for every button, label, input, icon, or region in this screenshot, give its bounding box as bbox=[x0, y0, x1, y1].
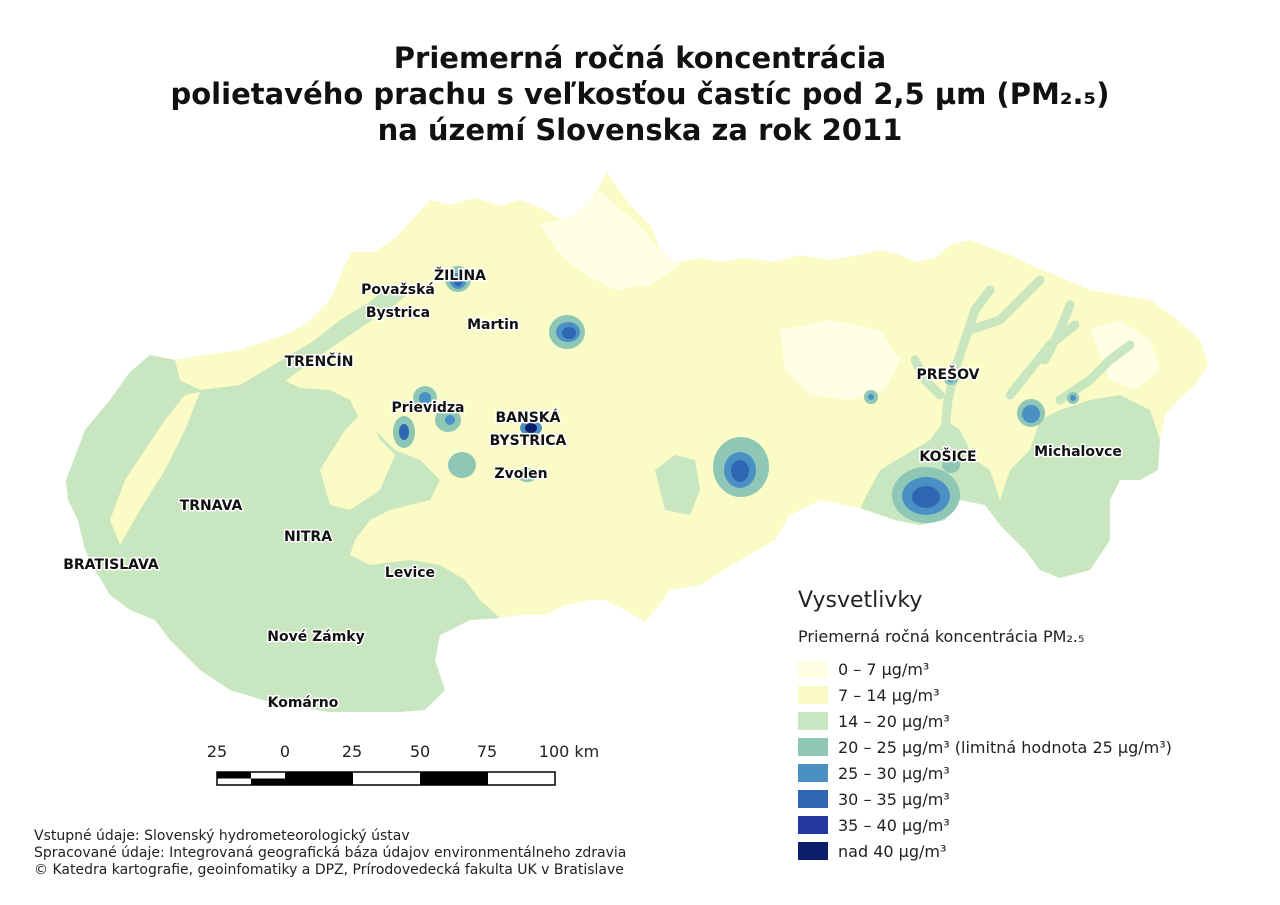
hotspot-kosice bbox=[892, 457, 960, 523]
city-label-presov: PREŠOV bbox=[916, 365, 979, 383]
credit-line: Spracované údaje: Integrovaná geografick… bbox=[34, 845, 627, 861]
legend-label: 0 – 7 µg/m³ bbox=[838, 659, 930, 679]
legend-label: 25 – 30 µg/m³ bbox=[838, 763, 950, 783]
city-label-trencin: TRENČÍN bbox=[285, 352, 354, 370]
legend-label: 7 – 14 µg/m³ bbox=[838, 685, 940, 705]
title-line-1: Priemerná ročná koncentrácia bbox=[393, 41, 887, 75]
legend-title: Vysvetlivky bbox=[798, 588, 923, 613]
city-label-nove-zamky: Nové Zámky bbox=[267, 629, 364, 645]
legend-item: 35 – 40 µg/m³ bbox=[798, 812, 1258, 838]
zone-14-20-vah-valley bbox=[240, 285, 410, 392]
city-label-zvolen: Zvolen bbox=[494, 466, 547, 482]
credit-line: © Katedra kartografie, geoinfomatiky a D… bbox=[34, 862, 624, 878]
scale-label: 0 bbox=[279, 742, 291, 761]
legend-item: 30 – 35 µg/m³ bbox=[798, 786, 1258, 812]
city-label-michalovce: Michalovce bbox=[1034, 444, 1122, 460]
city-label-povazska: Považská bbox=[361, 282, 435, 298]
city-label-povazska-bystrica: Bystrica bbox=[366, 305, 430, 321]
title-line-3: na území Slovenska za rok 2011 bbox=[377, 113, 903, 147]
legend-swatch bbox=[798, 842, 828, 860]
scale-label: 75 bbox=[476, 742, 498, 761]
hotspot-presov bbox=[864, 369, 959, 404]
legend-swatch bbox=[798, 686, 828, 704]
legend-subtitle: Priemerná ročná koncentrácia PM₂.₅ bbox=[798, 627, 1085, 646]
scale-label: 25 bbox=[341, 742, 363, 761]
scale-bar bbox=[216, 771, 556, 786]
legend-swatch bbox=[798, 816, 828, 834]
legend-label: 14 – 20 µg/m³ bbox=[838, 711, 950, 731]
city-label-nitra: NITRA bbox=[284, 529, 332, 545]
hills-lobe bbox=[110, 392, 200, 545]
map-title: Priemerná ročná koncentrácia polietavého… bbox=[0, 40, 1280, 148]
legend-item: 7 – 14 µg/m³ bbox=[798, 682, 1258, 708]
hotspot-michalovce bbox=[1017, 392, 1079, 427]
low-concentration-area bbox=[1090, 320, 1160, 390]
hills-lobe bbox=[320, 410, 395, 510]
legend-swatch bbox=[798, 712, 828, 730]
legend: Vysvetlivky Priemerná ročná koncentrácia… bbox=[798, 588, 1258, 864]
hotspot-prievidza bbox=[393, 386, 476, 478]
legend-item: 0 – 7 µg/m³ bbox=[798, 656, 1258, 682]
legend-swatch bbox=[798, 764, 828, 782]
source-credits: Vstupné údaje: Slovenský hydrometeorolog… bbox=[34, 828, 626, 879]
city-label-martin: Martin bbox=[467, 317, 519, 333]
scale-label: 50 bbox=[409, 742, 431, 761]
low-concentration-area bbox=[780, 320, 900, 400]
legend-item: 14 – 20 µg/m³ bbox=[798, 708, 1258, 734]
legend-swatch bbox=[798, 738, 828, 756]
river-valleys bbox=[910, 275, 1135, 435]
title-line-2: polietavého prachu s veľkosťou častíc po… bbox=[170, 77, 1110, 111]
legend-label: 30 – 35 µg/m³ bbox=[838, 789, 950, 809]
city-label-prievidza: Prievidza bbox=[391, 400, 464, 416]
scale-label: 100 km bbox=[538, 742, 600, 761]
hotspot-ruzomberok bbox=[549, 315, 585, 349]
legend-label: nad 40 µg/m³ bbox=[838, 841, 947, 861]
legend-label: 35 – 40 µg/m³ bbox=[838, 815, 950, 835]
zone-14-20-middle bbox=[655, 455, 700, 515]
legend-item: 20 – 25 µg/m³ (limitná hodnota 25 µg/m³) bbox=[798, 734, 1258, 760]
hotspot-banska-bystrica bbox=[520, 420, 542, 436]
hotspot-zilina bbox=[445, 266, 471, 292]
low-concentration-area bbox=[540, 190, 680, 290]
city-label-banska: BANSKÁ bbox=[496, 409, 561, 426]
zone-14-20-east bbox=[860, 395, 1160, 578]
city-label-bratislava: BRATISLAVA bbox=[63, 557, 159, 573]
city-label-levice: Levice bbox=[385, 565, 435, 581]
legend-label: 20 – 25 µg/m³ (limitná hodnota 25 µg/m³) bbox=[838, 737, 1172, 757]
city-label-komarno: Komárno bbox=[268, 695, 339, 711]
legend-swatch bbox=[798, 790, 828, 808]
city-label-banska-bystrica: BYSTRICA bbox=[490, 433, 567, 449]
hotspot-rimavska bbox=[713, 437, 769, 497]
legend-item: nad 40 µg/m³ bbox=[798, 838, 1258, 864]
city-label-zilina: ŽILINA bbox=[434, 267, 486, 284]
city-label-trnava: TRNAVA bbox=[180, 498, 243, 514]
city-label-kosice: KOŠICE bbox=[919, 447, 976, 465]
legend-item: 25 – 30 µg/m³ bbox=[798, 760, 1258, 786]
legend-items: 0 – 7 µg/m³ 7 – 14 µg/m³ 14 – 20 µg/m³ 2… bbox=[798, 656, 1258, 864]
legend-swatch bbox=[798, 660, 828, 678]
hotspot-zvolen bbox=[517, 468, 537, 482]
scale-label: 25 bbox=[206, 742, 228, 761]
credit-line: Vstupné údaje: Slovenský hydrometeorolog… bbox=[34, 828, 410, 844]
